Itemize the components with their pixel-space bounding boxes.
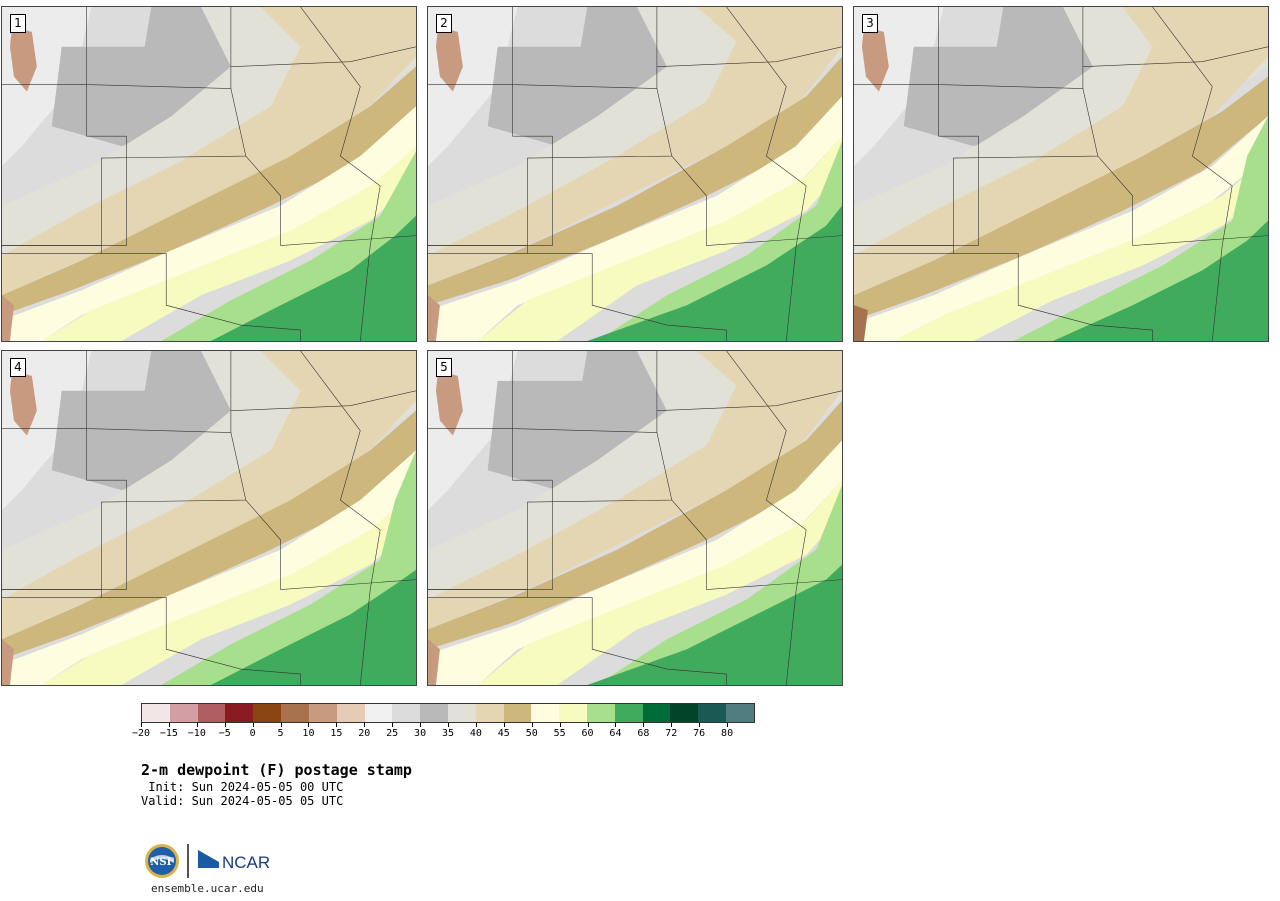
- panel-number: 4: [10, 358, 26, 377]
- colorbar: [141, 703, 755, 723]
- colorbar-tick: [196, 723, 198, 727]
- colorbar-tick: [168, 723, 170, 727]
- map-panel-5: 5: [427, 350, 843, 686]
- map-panel-2: 2: [427, 6, 843, 342]
- panel-number: 2: [436, 14, 452, 33]
- colorbar-tick-label: 20: [358, 728, 371, 739]
- colorbar-swatch: [225, 704, 254, 722]
- colorbar-swatch: [642, 704, 671, 722]
- map-panel-4: 4: [1, 350, 417, 686]
- colorbar-tick: [671, 723, 673, 727]
- map-panel-1: 1: [1, 6, 417, 342]
- colorbar-tick: [392, 723, 394, 727]
- colorbar-tick-label: 50: [525, 728, 538, 739]
- colorbar-tick: [699, 723, 701, 727]
- colorbar-tick: [615, 723, 617, 727]
- map-panel-3: 3: [853, 6, 1269, 342]
- colorbar-tick: [336, 723, 338, 727]
- colorbar-swatch: [364, 704, 393, 722]
- colorbar-tick: [475, 723, 477, 727]
- ncar-logo-icon: NCAR: [198, 850, 270, 872]
- colorbar-swatch: [169, 704, 198, 722]
- colorbar-tick: [364, 723, 366, 727]
- colorbar-swatch: [559, 704, 587, 722]
- ncar-logo-text: NCAR: [222, 853, 270, 872]
- colorbar-swatch: [447, 704, 476, 722]
- colorbar-swatch: [531, 704, 560, 722]
- colorbar-tick: [531, 723, 533, 727]
- colorbar-tick-label: 80: [721, 728, 734, 739]
- colorbar-swatch: [726, 704, 754, 722]
- colorbar-tick-label: 55: [553, 728, 566, 739]
- colorbar-swatch: [698, 704, 727, 722]
- colorbar-tick-label: 15: [330, 728, 343, 739]
- nsf-logo-icon: NSF: [145, 844, 179, 878]
- colorbar-tick: [448, 723, 449, 727]
- colorbar-tick-label: 64: [609, 728, 622, 739]
- colorbar-tick: [308, 723, 310, 727]
- colorbar-tick-label: 40: [469, 728, 482, 739]
- colorbar-swatch: [420, 704, 448, 722]
- colorbar-swatch: [197, 704, 226, 722]
- panel-number: 3: [862, 14, 878, 33]
- colorbar-tick: [503, 723, 505, 727]
- colorbar-swatch: [392, 704, 421, 722]
- panel-number: 1: [10, 14, 26, 33]
- colorbar-tick-label: −20: [131, 728, 151, 739]
- colorbar-tick-label: 68: [637, 728, 650, 739]
- colorbar-swatch: [142, 704, 170, 722]
- colorbar-tick-label: 76: [693, 728, 706, 739]
- logos: NSF NCAR: [144, 842, 284, 882]
- colorbar-tick-label: 45: [497, 728, 510, 739]
- colorbar-tick: [559, 723, 561, 727]
- colorbar-swatch: [281, 704, 309, 722]
- logo-divider: [187, 844, 189, 878]
- colorbar-swatch: [336, 704, 365, 722]
- colorbar-tick: [280, 723, 282, 727]
- figure-title: 2-m dewpoint (F) postage stamp: [141, 761, 412, 779]
- colorbar-tick: [643, 723, 645, 727]
- colorbar-swatch: [614, 704, 643, 722]
- valid-time: Valid: Sun 2024-05-05 05 UTC: [141, 794, 344, 808]
- colorbar-tick-label: −15: [159, 728, 178, 739]
- colorbar-tick-label: 60: [581, 728, 594, 739]
- dewpoint-map-3: [854, 7, 1268, 341]
- dewpoint-map-2: [428, 7, 842, 341]
- dewpoint-map-5: [428, 351, 842, 685]
- dewpoint-map-1: [2, 7, 416, 341]
- colorbar-tick-label: 10: [302, 728, 315, 739]
- colorbar-tick-label: −5: [218, 728, 231, 739]
- colorbar-swatch: [670, 704, 699, 722]
- colorbar-tick: [224, 723, 226, 727]
- colorbar-swatch: [503, 704, 532, 722]
- colorbar-tick: [587, 723, 589, 727]
- colorbar-tick-label: 30: [414, 728, 427, 739]
- colorbar-tick-label: 0: [249, 728, 256, 739]
- colorbar-tick: [252, 723, 254, 727]
- colorbar-swatch: [308, 704, 337, 722]
- dewpoint-map-4: [2, 351, 416, 685]
- colorbar-tick-label: 25: [386, 728, 399, 739]
- colorbar-tick: [727, 723, 729, 727]
- colorbar-tick-label: −10: [187, 728, 206, 739]
- colorbar-ticks: −20 −15 −10 −5 0 5 10 15 20 25 30 35 40 45 50 55 60 64 68 7…: [132, 723, 755, 743]
- colorbar-tick-label: 5: [277, 728, 284, 739]
- colorbar-tick-label: 35: [441, 728, 455, 739]
- colorbar-swatch: [475, 704, 504, 722]
- panel-number: 5: [436, 358, 452, 377]
- init-time: Init: Sun 2024-05-05 00 UTC: [141, 780, 344, 794]
- colorbar-swatch: [587, 704, 615, 722]
- colorbar-swatch: [253, 704, 282, 722]
- site-url: ensemble.ucar.edu: [151, 882, 264, 895]
- colorbar-tick: [420, 723, 422, 727]
- nsf-logo-text: NSF: [150, 857, 173, 868]
- colorbar-tick-label: 72: [665, 728, 678, 739]
- colorbar-tick: [141, 723, 142, 727]
